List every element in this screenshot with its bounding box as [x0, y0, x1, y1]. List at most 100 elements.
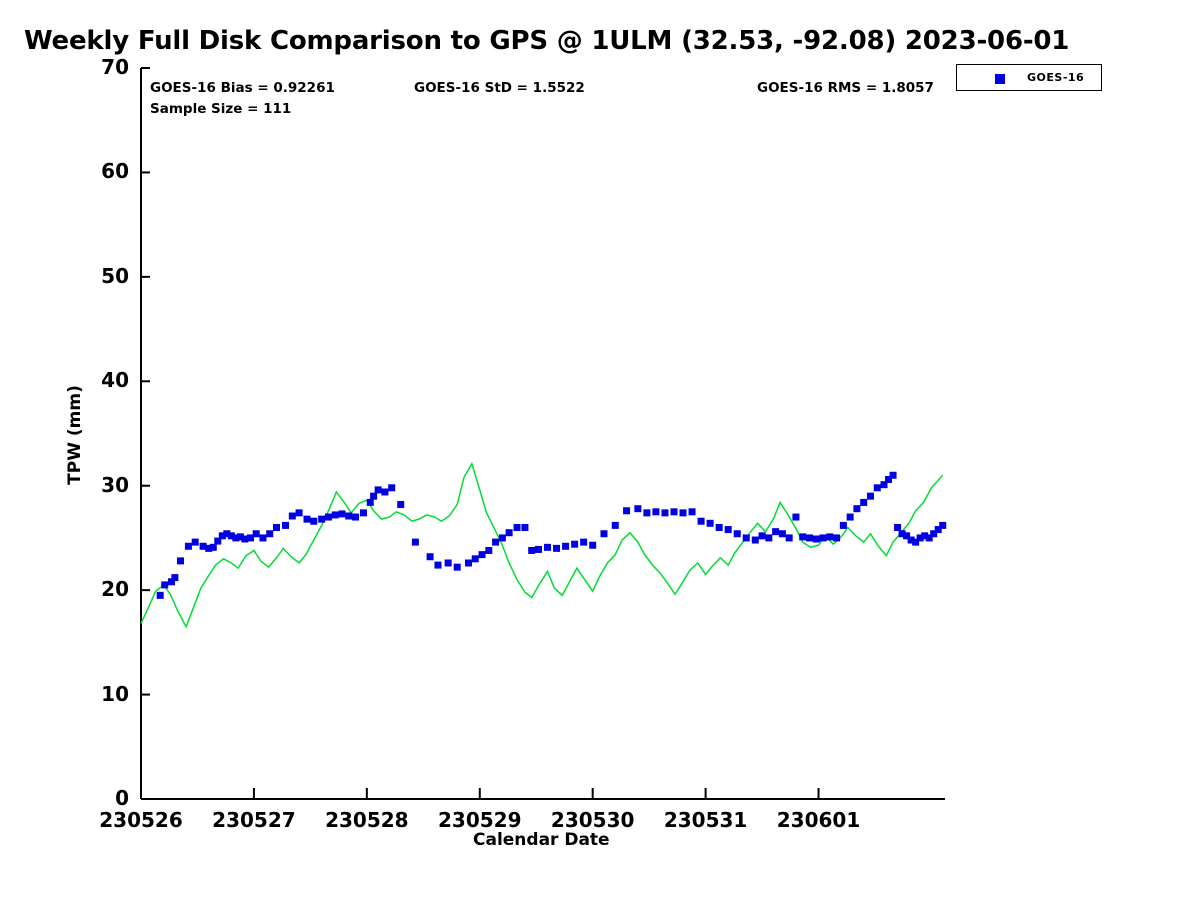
data-point-marker [241, 535, 249, 543]
data-point-marker [214, 537, 222, 545]
data-point-marker [464, 559, 472, 567]
data-point-marker [670, 508, 678, 516]
data-point-marker [751, 536, 759, 544]
data-point-marker [209, 543, 217, 551]
data-point-marker [921, 532, 929, 540]
data-point-marker [426, 553, 434, 561]
data-point-marker [273, 523, 281, 531]
data-point-marker [819, 534, 827, 542]
data-point-marker [889, 471, 897, 479]
data-point-marker [907, 536, 915, 544]
data-point-marker [259, 534, 267, 542]
data-point-marker [236, 533, 244, 541]
y-tick-label: 70 [101, 55, 129, 79]
data-point-marker [366, 498, 374, 506]
data-point-marker [199, 542, 207, 550]
data-point-marker [434, 561, 442, 569]
data-point-marker [742, 534, 750, 542]
annotation-bias: GOES-16 Bias = 0.92261 [150, 80, 335, 96]
data-point-marker [925, 534, 933, 542]
data-point-marker [252, 530, 260, 538]
legend-marker-goes16-icon [995, 74, 1005, 84]
data-point-marker [534, 545, 542, 553]
x-tick-label: 230529 [438, 808, 522, 832]
data-point-marker [232, 534, 240, 542]
data-point-marker [826, 533, 834, 541]
data-point-marker [652, 508, 660, 516]
data-point-marker [600, 530, 608, 538]
data-point-marker [697, 517, 705, 525]
x-tick-label: 230526 [99, 808, 183, 832]
data-point-marker [528, 546, 536, 554]
data-point-marker [724, 526, 732, 534]
data-point-marker [939, 521, 947, 529]
data-point-marker [171, 574, 179, 582]
data-point-marker [812, 535, 820, 543]
data-point-marker [338, 510, 346, 518]
data-point-marker [498, 534, 506, 542]
data-point-marker [218, 532, 226, 540]
data-point-marker [799, 533, 807, 541]
data-point-marker [733, 530, 741, 538]
data-point-marker [934, 526, 942, 534]
data-point-marker [310, 517, 318, 525]
data-point-marker [562, 542, 570, 550]
data-point-marker [715, 523, 723, 531]
y-tick-label: 40 [101, 368, 129, 393]
data-point-marker [247, 534, 255, 542]
data-point-marker [444, 559, 452, 567]
data-point-marker [352, 513, 360, 521]
annotation-sample-size: Sample Size = 111 [150, 101, 292, 117]
data-point-marker [785, 534, 793, 542]
data-point-marker [303, 515, 311, 523]
legend[interactable]: GOES-16 [956, 64, 1102, 91]
data-point-marker [885, 475, 893, 483]
data-point-marker [492, 538, 500, 546]
y-tick-label: 20 [101, 577, 129, 602]
data-point-marker [853, 505, 861, 513]
y-tick-label: 50 [101, 263, 129, 288]
data-point-marker [191, 538, 199, 546]
data-point-marker [553, 544, 561, 552]
gps-line-series [140, 461, 944, 629]
annotation-rms: GOES-16 RMS = 1.8057 [757, 80, 934, 96]
data-point-marker [611, 521, 619, 529]
data-point-marker [388, 484, 396, 492]
x-tick-label: 230527 [212, 808, 296, 832]
data-series [140, 461, 947, 629]
y-tick-label: 30 [101, 472, 129, 497]
data-point-marker [370, 492, 378, 500]
data-point-marker [544, 543, 552, 551]
data-point-marker [912, 538, 920, 546]
data-point-marker [331, 511, 339, 519]
data-point-marker [161, 581, 169, 589]
y-axis-ticks [141, 67, 150, 800]
data-point-marker [223, 530, 231, 538]
data-point-marker [227, 532, 235, 540]
data-point-marker [880, 481, 888, 489]
data-point-marker [661, 509, 669, 517]
y-axis-title: TPW (mm) [65, 385, 85, 485]
data-point-marker [381, 488, 389, 496]
data-point-marker [778, 530, 786, 538]
data-point-marker [374, 486, 382, 494]
y-tick-label: 60 [101, 159, 129, 184]
x-tick-label: 230601 [776, 808, 861, 832]
data-point-marker [478, 551, 486, 559]
data-point-marker [453, 563, 461, 571]
data-point-marker [873, 484, 881, 492]
data-point-marker [643, 509, 651, 517]
x-tick-label: 230528 [325, 808, 409, 832]
data-point-marker [266, 530, 274, 538]
data-point-marker [792, 513, 800, 521]
data-point-marker [318, 515, 326, 523]
data-point-marker [282, 521, 290, 529]
data-point-marker [184, 542, 192, 550]
data-point-marker [903, 532, 911, 540]
data-point-marker [397, 501, 405, 509]
axes [140, 67, 945, 800]
data-point-marker [359, 509, 367, 517]
data-point-marker [571, 540, 579, 548]
